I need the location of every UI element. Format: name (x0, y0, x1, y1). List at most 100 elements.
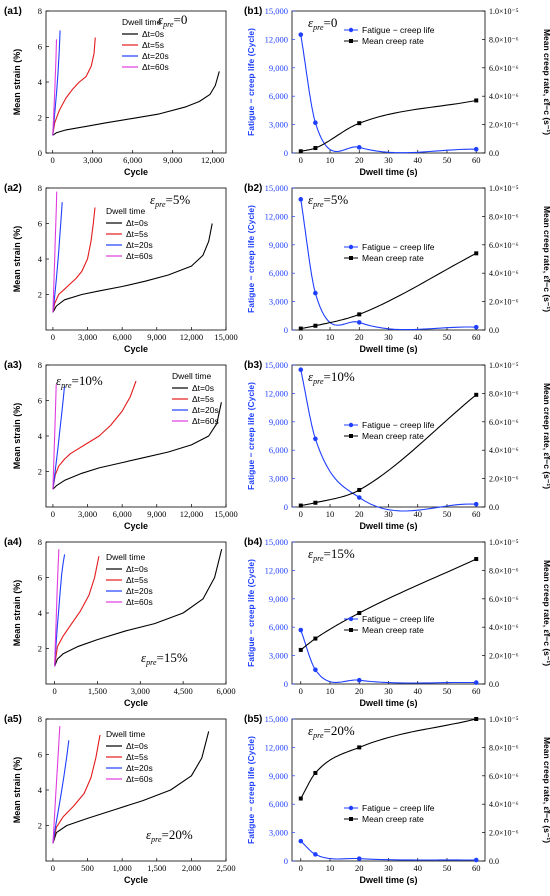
life-point (473, 857, 479, 863)
x-tick-label: 2,500 (216, 863, 235, 873)
legend-marker-life (348, 422, 354, 428)
y-tick-label-left: 15,000 (265, 6, 288, 16)
y-axis-label: Mean strain (%) (12, 49, 22, 116)
y-tick-label: 8 (38, 183, 42, 193)
y-tick-label-left: 3,000 (269, 828, 288, 838)
legend-label-life: Fatigue − creep life (362, 242, 435, 252)
y-axis-label-left: Fatigue − creep life (Cycle) (246, 205, 256, 313)
series-line-dt20 (52, 30, 61, 136)
y-tick-label-right: 1.0×10⁻⁵ (489, 184, 519, 193)
x-axis-label: Cycle (124, 344, 148, 354)
y-tick-label-left: 6,000 (269, 268, 288, 278)
y-tick-label-left: 12,000 (265, 211, 288, 221)
x-axis-label: Dwell time (s) (359, 875, 417, 885)
y-tick-label-right: 6.0×10⁻⁶ (489, 64, 519, 73)
y-tick-label-right: 4.0×10⁻⁶ (489, 92, 519, 101)
y-tick-label: 2 (38, 290, 42, 300)
legend-label: Δt=60s (126, 597, 153, 607)
life-point (356, 320, 362, 325)
panel-label: (b5) (244, 714, 262, 725)
y-tick-label: 8 (38, 6, 42, 16)
legend-label: Δt=5s (126, 575, 148, 585)
plot-frame (291, 718, 486, 862)
y-tick-label-right: 0.0 (489, 857, 499, 866)
x-tick-label: 60 (472, 332, 481, 342)
y-axis-label-right: Mean creep rate, ε̇f−c (s⁻¹) (542, 29, 550, 135)
series-line-dt60 (52, 726, 61, 844)
x-tick-label: 40 (413, 863, 422, 873)
x-tick-label: 6,000 (113, 509, 132, 519)
x-axis-label: Cycle (124, 521, 148, 531)
x-tick-label: 0 (299, 155, 303, 165)
legend-label: Δt=20s (142, 51, 169, 61)
legend-label: Δt=0s (126, 741, 148, 751)
panel-label: (b3) (244, 360, 262, 371)
y-tick-label-right: 6.0×10⁻⁶ (489, 241, 519, 250)
life-point (356, 677, 362, 683)
y-tick-label: 4 (38, 77, 43, 87)
x-tick-label: 50 (443, 509, 452, 519)
legend-label-life: Fatigue − creep life (362, 614, 435, 624)
life-point (313, 290, 318, 296)
x-tick-label: 30 (384, 509, 393, 519)
rate-curve (300, 394, 477, 507)
legend-label: Δt=60s (142, 62, 169, 72)
y-tick-label: 2 (38, 644, 42, 654)
x-axis-label: Dwell time (s) (359, 167, 417, 177)
y-tick-label: 8 (38, 537, 42, 547)
x-tick-label: 12,000 (180, 332, 203, 342)
y-tick-label-left: 6,000 (269, 799, 288, 809)
x-tick-label: 20 (355, 686, 364, 696)
x-tick-label: 3,000 (78, 509, 97, 519)
legend-label-rate: Mean creep rate (362, 625, 424, 635)
legend-label-rate: Mean creep rate (362, 431, 424, 441)
series-line-dt0 (54, 548, 223, 667)
y-tick-label: 4 (38, 608, 43, 618)
y-tick-label-right: 8.0×10⁻⁶ (489, 389, 519, 398)
prestrain-label: εpre=10% (56, 373, 103, 390)
left-panel-a3: 0 3,000 6,000 9,000 12,000 15,000 2 4 6 8 Cycle Mea… (4, 360, 238, 531)
rate-point (298, 796, 303, 801)
y-tick-label-right: 2.0×10⁻⁶ (489, 298, 519, 307)
rate-point (298, 647, 303, 652)
y-axis-label-right: Mean creep rate, ε̇f−c (s⁻¹) (542, 206, 550, 312)
life-curve (300, 199, 477, 331)
life-point (298, 838, 304, 844)
y-tick-label-right: 8.0×10⁻⁶ (489, 566, 519, 575)
rate-point (474, 251, 479, 256)
y-tick-label-left: 6,000 (269, 91, 288, 101)
x-tick-label: 6,000 (113, 332, 132, 342)
rate-point (357, 312, 362, 317)
panel-label: (b4) (244, 537, 262, 548)
x-tick-label: 60 (472, 509, 481, 519)
x-tick-label: 50 (443, 332, 452, 342)
x-tick-label: 0 (299, 332, 303, 342)
life-point (473, 324, 479, 330)
y-tick-label-right: 0.0 (489, 326, 499, 335)
x-tick-label: 0 (299, 686, 303, 696)
x-tick-label: 30 (384, 332, 393, 342)
series-line-dt60 (52, 191, 58, 313)
x-tick-label: 2,000 (182, 863, 201, 873)
y-tick-label: 6 (38, 42, 42, 52)
legend-marker-rate (349, 817, 353, 821)
life-point (298, 627, 304, 633)
rate-point (474, 392, 479, 397)
legend-label-rate: Mean creep rate (362, 253, 424, 263)
life-point (298, 367, 304, 373)
y-tick-label-right: 1.0×10⁻⁵ (489, 538, 519, 547)
y-tick-label-right: 4.0×10⁻⁶ (489, 623, 519, 632)
legend-label: Δt=60s (192, 416, 219, 426)
y-axis-label-right: Mean creep rate, ε̇f−c (s⁻¹) (542, 737, 550, 843)
x-axis-label: Cycle (124, 167, 148, 177)
y-tick-label-right: 4.0×10⁻⁶ (489, 269, 519, 278)
x-tick-label: 0 (52, 686, 56, 696)
y-axis-label-left: Fatigue − creep life (Cycle) (246, 28, 256, 136)
prestrain-label: εpre=15% (141, 650, 188, 667)
y-axis-label: Mean strain (%) (12, 757, 22, 824)
legend-marker-rate (349, 628, 353, 632)
rate-point (298, 149, 303, 154)
x-axis-label: Dwell time (s) (359, 521, 417, 531)
legend-label: Δt=0s (126, 564, 148, 574)
